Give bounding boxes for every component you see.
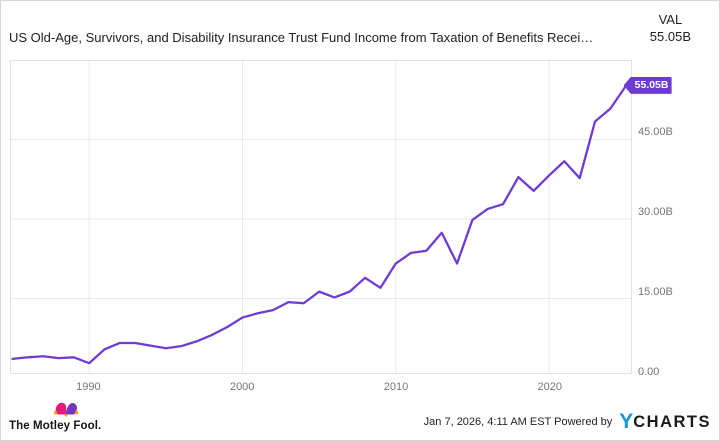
data-line — [11, 85, 627, 365]
plot-area — [10, 60, 632, 374]
value-readout-label: VAL — [658, 12, 683, 27]
ycharts-y-icon: Y — [619, 410, 634, 433]
chart-title: US Old-Age, Survivors, and Disability In… — [9, 30, 594, 45]
y-tick-label: 45.00B — [638, 126, 673, 138]
x-tick-label: 2000 — [229, 381, 255, 393]
timestamp-text: Jan 7, 2026, 4:11 AM EST — [423, 416, 552, 428]
y-tick-label: 0.00 — [638, 366, 660, 378]
x-tick-label: 2020 — [537, 381, 562, 393]
line-chart-svg — [11, 61, 631, 373]
value-readout: VAL 55.05B — [650, 11, 691, 45]
y-tick-label: 15.00B — [638, 286, 673, 298]
x-tick-label: 2010 — [383, 381, 409, 393]
timestamp: Jan 7, 2026, 4:11 AM EST Powered by — [424, 416, 613, 428]
value-readout-value: 55.05B — [649, 29, 691, 44]
powered-by-text: Powered by — [554, 416, 613, 428]
ycharts-wordmark: CHARTS — [633, 413, 711, 431]
y-tick-label: 30.00B — [638, 206, 673, 218]
jester-cap-icon — [53, 402, 79, 417]
x-tick-label: 1990 — [76, 381, 101, 393]
last-value-badge: 55.05B — [623, 76, 672, 94]
motley-fool-wordmark: The Motley Fool. — [9, 420, 102, 432]
motley-fool-logo: The Motley Fool. — [9, 400, 129, 434]
ycharts-logo: Y CHARTS — [619, 410, 711, 433]
footer-attribution: Jan 7, 2026, 4:11 AM EST Powered by Y CH… — [424, 410, 711, 433]
